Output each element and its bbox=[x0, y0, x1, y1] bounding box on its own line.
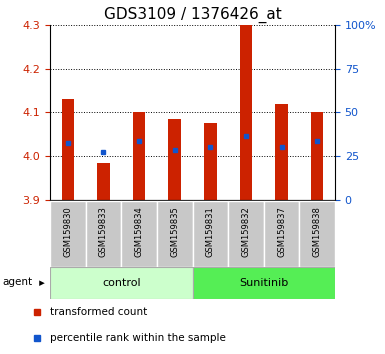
Bar bbox=[204, 123, 216, 200]
Bar bbox=[275, 104, 288, 200]
Text: agent: agent bbox=[3, 276, 33, 287]
Text: GSM159835: GSM159835 bbox=[170, 206, 179, 257]
Bar bbox=[311, 113, 323, 200]
Bar bbox=[300, 201, 335, 267]
Bar bbox=[121, 201, 157, 267]
Bar bbox=[240, 25, 252, 200]
Text: transformed count: transformed count bbox=[50, 307, 148, 318]
Bar bbox=[192, 267, 335, 299]
Text: Sunitinib: Sunitinib bbox=[239, 278, 288, 288]
Bar bbox=[169, 119, 181, 200]
Text: GSM159834: GSM159834 bbox=[135, 206, 144, 257]
Text: GSM159833: GSM159833 bbox=[99, 206, 108, 257]
Bar bbox=[50, 201, 85, 267]
Bar bbox=[85, 201, 121, 267]
Bar bbox=[228, 201, 264, 267]
Text: GSM159837: GSM159837 bbox=[277, 206, 286, 257]
Bar bbox=[50, 267, 192, 299]
Text: GSM159832: GSM159832 bbox=[241, 206, 250, 257]
Bar bbox=[62, 99, 74, 200]
Text: percentile rank within the sample: percentile rank within the sample bbox=[50, 333, 226, 343]
Bar bbox=[264, 201, 300, 267]
Bar bbox=[192, 201, 228, 267]
Text: GSM159838: GSM159838 bbox=[313, 206, 321, 257]
Bar bbox=[97, 163, 110, 200]
Title: GDS3109 / 1376426_at: GDS3109 / 1376426_at bbox=[104, 7, 281, 23]
Text: GSM159830: GSM159830 bbox=[64, 206, 72, 257]
Text: GSM159831: GSM159831 bbox=[206, 206, 215, 257]
Bar bbox=[157, 201, 192, 267]
Text: control: control bbox=[102, 278, 141, 288]
Bar bbox=[133, 113, 145, 200]
